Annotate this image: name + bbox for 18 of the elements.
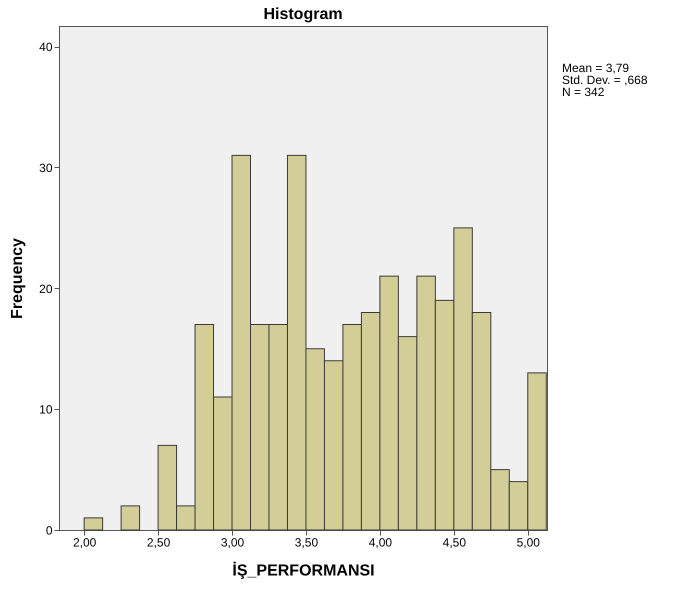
- y-tick-label: 0: [46, 524, 53, 538]
- x-tick-label: 4,50: [442, 536, 466, 550]
- x-tick-label: 5,00: [516, 536, 540, 550]
- text: Mean = 3,79: [562, 61, 630, 75]
- x-tick-label: 3,50: [294, 536, 318, 550]
- x-tick-label: 4,00: [368, 536, 392, 550]
- text: N = 342: [562, 85, 606, 99]
- x-axis-title: İŞ_PERFORMANSI: [232, 562, 375, 580]
- y-tick-label: 20: [39, 282, 53, 296]
- x-tick-label: 3,00: [220, 536, 245, 550]
- y-tick-label: 40: [39, 40, 53, 54]
- chart-title: Histogram: [263, 6, 343, 23]
- y-axis-title: Frequency: [9, 238, 26, 319]
- y-tick-label: 10: [39, 402, 53, 417]
- x-tick-label: 2,50: [146, 536, 171, 550]
- text: Std. Dev. = ,668: [562, 73, 648, 87]
- y-tick-label: 30: [39, 160, 53, 175]
- x-tick-label: 2,00: [72, 536, 97, 550]
